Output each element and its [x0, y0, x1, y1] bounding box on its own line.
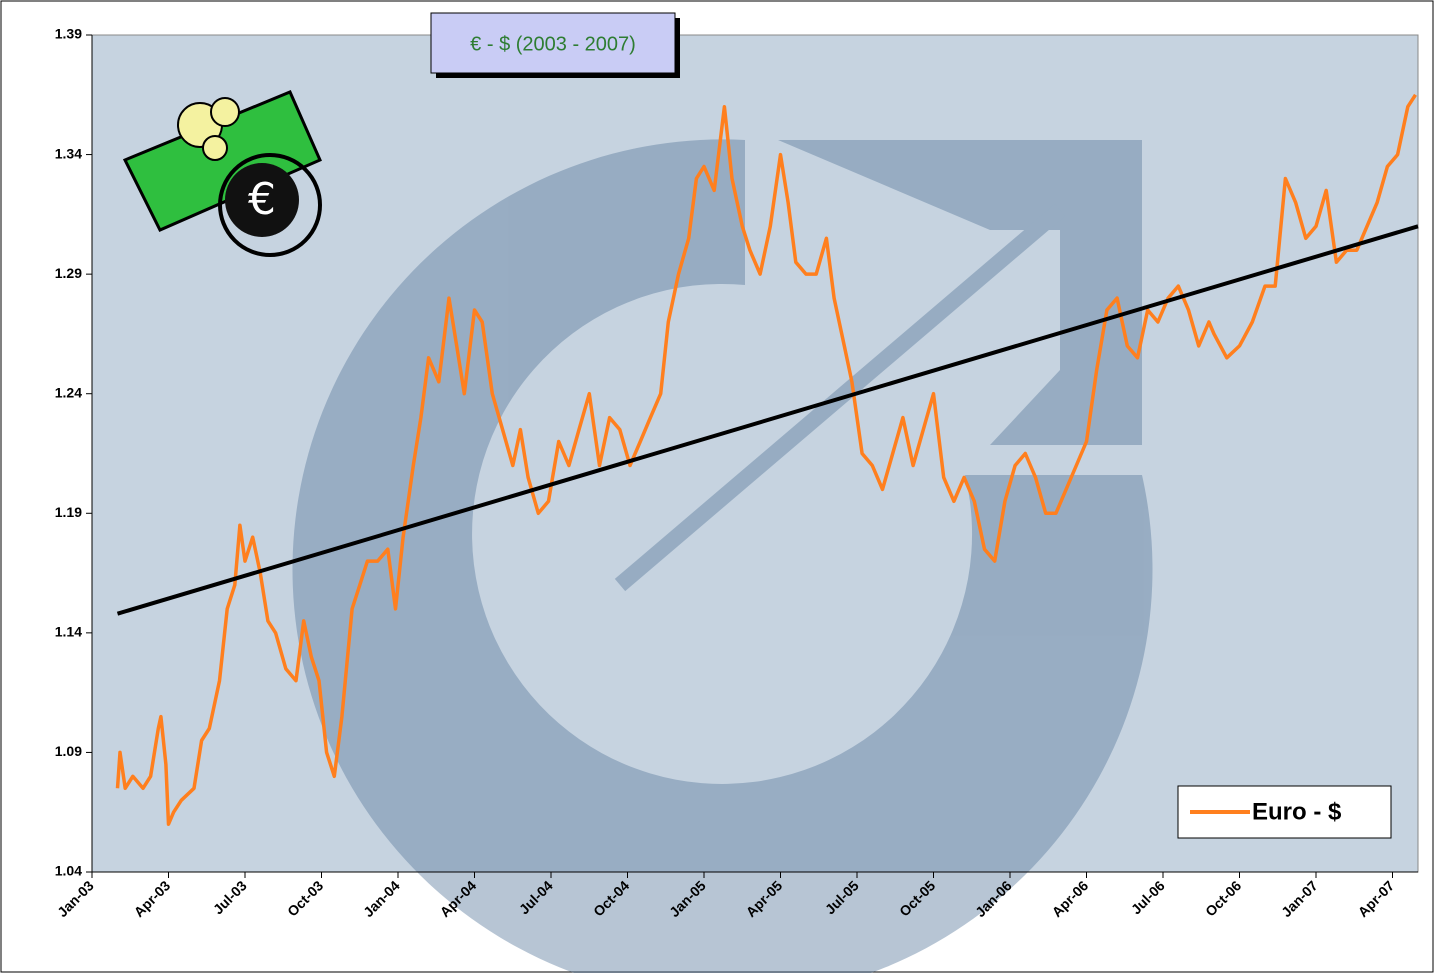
y-tick-label: 1.24: [55, 384, 82, 400]
legend-label: Euro - $: [1252, 798, 1342, 825]
y-tick-label: 1.14: [55, 624, 82, 640]
plot-area: [91, 34, 1419, 873]
euro-icon: €: [122, 90, 322, 257]
chart-title: € - $ (2003 - 2007): [470, 33, 636, 55]
title-box: [430, 12, 676, 74]
trend-line: [116, 224, 1419, 616]
data-line: [115, 93, 1417, 826]
y-tick-label: 1.34: [55, 145, 82, 161]
legend: Euro - $: [1177, 785, 1392, 839]
y-tick-label: 1.19: [55, 504, 82, 520]
y-tick-label: 1.04: [55, 863, 82, 879]
y-tick-label: 1.29: [55, 265, 82, 281]
y-tick-label: 1.09: [55, 743, 82, 759]
legend-box: [1177, 785, 1392, 839]
svg-text:€: €: [248, 174, 276, 225]
y-tick-label: 1.39: [55, 26, 82, 42]
